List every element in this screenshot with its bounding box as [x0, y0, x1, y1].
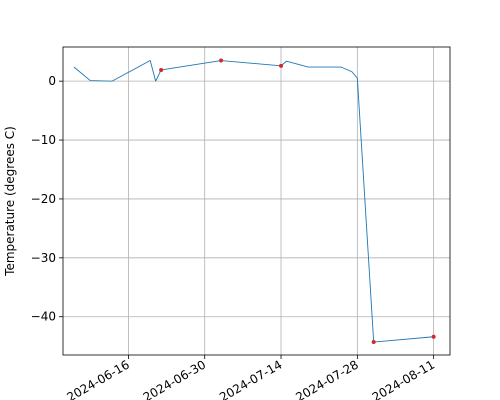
highlighted-point — [431, 334, 436, 339]
y-tick-label: −10 — [31, 133, 56, 147]
highlighted-point — [371, 340, 376, 345]
y-tick-label: −30 — [31, 251, 56, 265]
highlighted-point — [219, 58, 224, 63]
y-tick-label: −40 — [31, 310, 56, 324]
grid-lines — [63, 47, 450, 355]
highlighted-points-group — [159, 58, 436, 345]
highlighted-point — [159, 67, 164, 72]
highlighted-point — [279, 63, 284, 68]
y-tick-label: 0 — [48, 74, 56, 88]
plot-frame — [62, 46, 451, 356]
y-tick-label: −20 — [31, 192, 56, 206]
y-axis-label: Temperature (degrees C) — [3, 126, 17, 277]
y-axis-ticks: 0 −10 −20 −30 −40 — [31, 74, 63, 324]
